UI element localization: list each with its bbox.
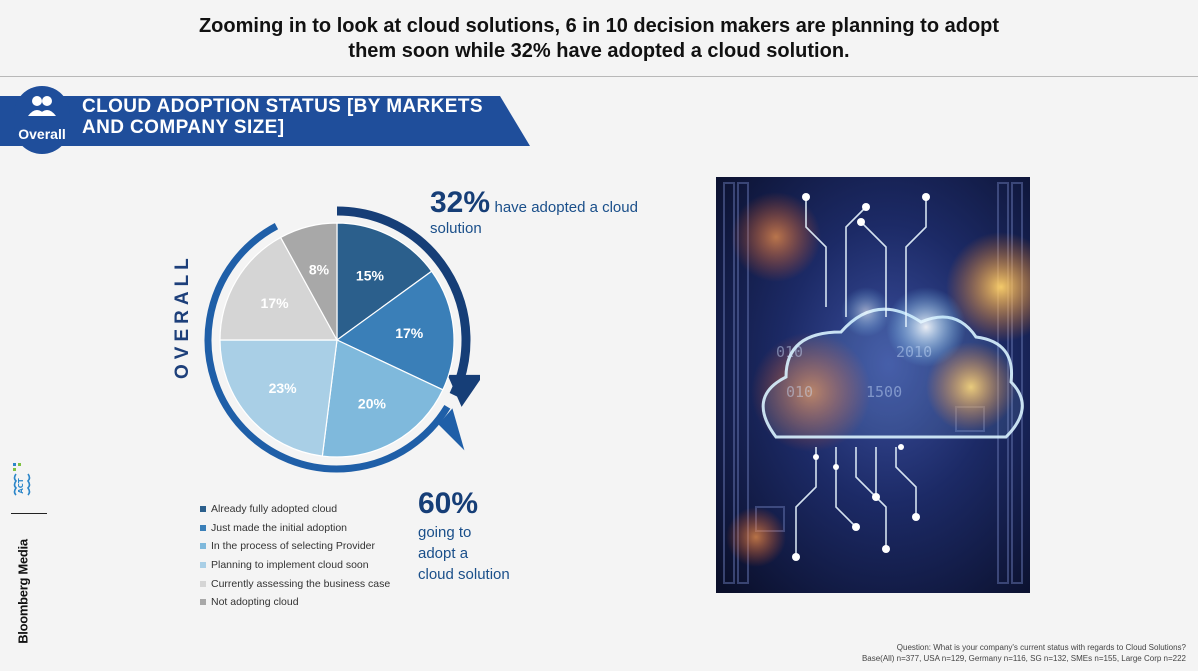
pie-slice-1 [336,222,433,342]
planning-highlight-ring [204,223,451,473]
brand-divider [11,513,47,514]
stat-adopted-text: have adopted a cloud solution [430,199,638,237]
legend-label: Just made the initial adoption [211,521,348,534]
legend-swatch [200,599,206,606]
pie-label-4: 23% [269,380,298,396]
legend-label: In the process of selecting Provider [211,540,376,553]
footnote-question: Question: What is your company's current… [896,643,1186,652]
legend-label: Planning to implement cloud soon [211,559,369,572]
stat-planning-value: 60% [418,487,479,520]
footnote-base: Base(All) n=377, USA n=129, Germany n=11… [861,654,1186,663]
bloomberg-media-text: Bloomberg Media [15,539,31,644]
bloomberg-media-logo: Bloomberg Media [14,539,32,646]
legend-item: Not adopting cloud [200,593,390,612]
svg-text:010: 010 [776,343,803,361]
pie-label-1: 15% [356,267,385,283]
pie-slice-5 [219,236,339,341]
legend-item: Just made the initial adoption [200,519,390,538]
svg-text:010: 010 [786,383,813,401]
pie-label-6: 8% [309,262,330,278]
pie-slice-2 [335,270,455,391]
overall-badge: Overall [14,86,70,154]
section-banner: CLOUD ADOPTION STATUS [BY MARKETS AND CO… [0,96,532,146]
act-logo: ACT [13,463,31,496]
svg-text:2010: 2010 [896,343,932,361]
pie-slice-4 [219,339,338,457]
planning-arrow [438,408,465,451]
pie-label-5: 17% [261,295,290,311]
act-logo-text: ACT [17,478,25,494]
badge-label: Overall [18,126,66,142]
act-logo-mark [13,463,21,471]
chart-legend: Already fully adopted cloud Just made the… [200,500,390,612]
legend-label: Already fully adopted cloud [211,503,338,516]
section-title: CLOUD ADOPTION STATUS [BY MARKETS AND CO… [82,96,483,138]
badge-shape [14,86,70,154]
pie-chart: 15% 17% 20% 23% 17% 8% [204,206,480,473]
headline: Zooming in to look at cloud solutions, 6… [0,14,1198,64]
legend-item: Planning to implement cloud soon [200,556,390,575]
svg-text:1500: 1500 [866,383,902,401]
banner-shape [0,96,530,146]
side-label-text: OVERALL [172,253,193,379]
pie-slice-6 [279,222,338,341]
legend-swatch [200,580,206,587]
legend-label: Not adopting cloud [211,596,299,609]
stat-planning: 60% going to adopt a cloud solution [418,486,578,585]
pie-label-3: 20% [358,396,387,412]
legend-swatch [200,562,206,569]
footnote: Question: What is your company's current… [862,642,1186,664]
adopted-highlight-ring [336,206,471,397]
stat-planning-line-3: cloud solution [418,566,510,583]
overall-side-label: OVERALL [172,253,194,380]
people-icon [28,96,56,116]
cloud-technology-image: 010 2010 010 1500 [716,177,1030,593]
adopted-arrow [447,374,480,407]
header-divider [0,76,1198,77]
legend-swatch [200,506,206,513]
legend-item: Currently assessing the business case [200,574,390,593]
legend-item: Already fully adopted cloud [200,500,390,519]
headline-line-2: them soon while 32% have adopted a cloud… [348,40,850,62]
stat-adopted: 32% have adopted a cloud solution [430,186,650,238]
pie-label-2: 17% [395,325,424,341]
legend-label: Currently assessing the business case [211,577,391,590]
legend-swatch [200,524,206,531]
stat-planning-line-1: going to [418,524,472,541]
legend-swatch [200,543,206,550]
stat-planning-line-2: adopt a [418,545,469,562]
stat-adopted-value: 32% [430,186,491,219]
headline-line-1: Zooming in to look at cloud solutions, 6… [198,15,1000,37]
pie-slice-3 [321,339,444,458]
legend-item: In the process of selecting Provider [200,537,390,556]
